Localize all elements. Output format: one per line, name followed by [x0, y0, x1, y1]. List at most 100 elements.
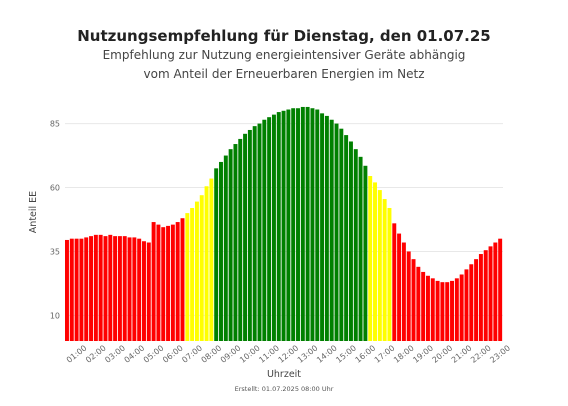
bar [65, 239, 69, 341]
bar [315, 109, 320, 341]
bar [223, 155, 228, 341]
y-tick-label: 35 [50, 247, 60, 256]
bar [363, 165, 368, 341]
bar [421, 271, 426, 341]
x-tick-label: 20:00 [431, 343, 455, 364]
bar [291, 108, 296, 341]
bar [368, 176, 373, 341]
bar [474, 259, 479, 341]
bar [348, 141, 353, 341]
bar [103, 236, 108, 341]
x-tick-label: 15:00 [334, 343, 358, 364]
bar [478, 254, 483, 341]
bar [238, 138, 243, 341]
bar [175, 222, 180, 341]
x-tick-label: 03:00 [103, 343, 127, 364]
bar [137, 238, 142, 341]
bar [339, 128, 344, 341]
x-tick-label: 16:00 [354, 343, 378, 364]
bar [161, 227, 166, 341]
x-tick-label: 13:00 [296, 343, 320, 364]
bar [411, 259, 416, 341]
x-tick-label: 18:00 [392, 343, 416, 364]
bar [450, 280, 454, 341]
bar [397, 233, 402, 341]
x-tick-label: 19:00 [411, 343, 435, 364]
bar [146, 242, 151, 341]
bar [204, 186, 209, 341]
y-tick-label: 85 [50, 120, 60, 129]
bar [247, 129, 252, 341]
bar [281, 110, 286, 341]
bar [401, 242, 406, 341]
bar [358, 156, 363, 341]
bar [79, 238, 84, 341]
bar [416, 266, 421, 341]
x-tick-label: 07:00 [180, 343, 204, 364]
bars [65, 106, 503, 342]
x-tick-label: 02:00 [84, 343, 108, 364]
x-tick-label: 12:00 [277, 343, 301, 364]
bar [122, 236, 127, 341]
x-tick-label: 04:00 [123, 343, 147, 364]
bar [127, 237, 132, 341]
bar [406, 251, 411, 341]
bar [310, 108, 315, 341]
bar [353, 149, 358, 341]
x-tick-label: 21:00 [450, 343, 474, 364]
bar [483, 250, 488, 341]
bar [117, 236, 122, 341]
bar [430, 278, 435, 341]
y-axis-ticks: 10 35 60 85 [50, 120, 60, 321]
bar [276, 112, 281, 341]
bar [243, 133, 248, 341]
x-tick-label: 05:00 [142, 343, 166, 364]
bar [214, 168, 219, 341]
bar [329, 119, 334, 342]
bar [113, 236, 118, 341]
bar [440, 282, 445, 341]
bar [219, 161, 223, 341]
bar [170, 224, 175, 341]
bar [257, 123, 262, 341]
chart-title: Nutzungsempfehlung für Dienstag, den 01.… [77, 27, 491, 45]
chart-subtitle-line-1: Empfehlung zur Nutzung energieintensiver… [103, 48, 466, 62]
bar [469, 264, 474, 341]
y-tick-label: 10 [50, 311, 60, 320]
x-tick-label: 09:00 [219, 343, 243, 364]
bar [382, 199, 387, 341]
x-tick-label: 08:00 [200, 343, 224, 364]
bar [271, 114, 276, 341]
bar [252, 126, 257, 341]
bar [194, 201, 199, 341]
bar [199, 195, 204, 341]
bar [454, 278, 459, 341]
bar [233, 144, 238, 341]
x-axis-label: Uhrzeit [267, 369, 301, 380]
bar [320, 113, 325, 341]
x-tick-label: 06:00 [161, 343, 185, 364]
bar [267, 117, 272, 342]
bar [228, 149, 233, 341]
x-tick-label: 11:00 [257, 343, 281, 364]
bar [296, 108, 300, 341]
bar [324, 115, 329, 341]
bar [387, 207, 392, 341]
bar [156, 224, 161, 341]
bar [377, 190, 382, 341]
bar [84, 237, 89, 341]
bar [132, 237, 137, 341]
bar [74, 238, 79, 341]
bar [89, 236, 94, 341]
bar [93, 234, 98, 341]
bar [166, 225, 171, 341]
bar [445, 282, 450, 341]
bar [286, 109, 291, 341]
bar [190, 207, 195, 341]
bar [344, 135, 349, 341]
y-axis-label: Anteil EE [28, 191, 39, 233]
bar [108, 234, 113, 341]
x-tick-label: 23:00 [488, 343, 512, 364]
bar [459, 274, 464, 341]
